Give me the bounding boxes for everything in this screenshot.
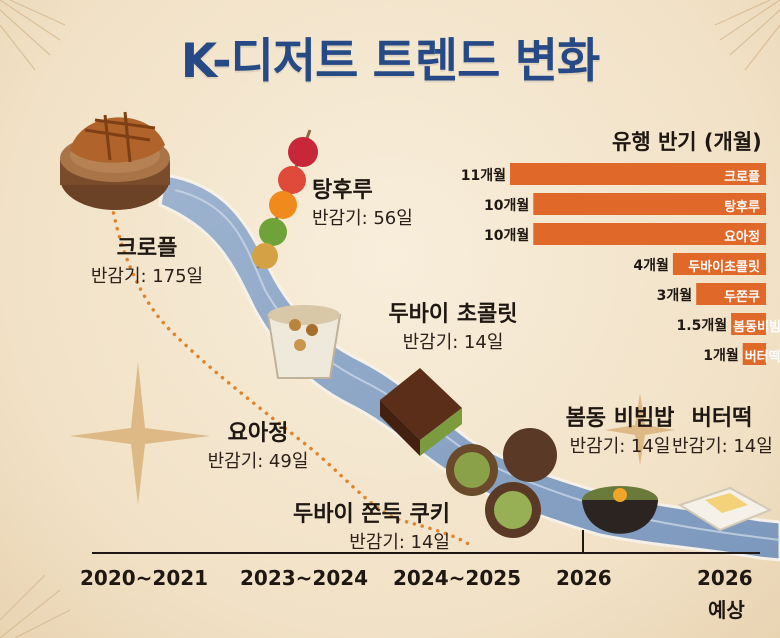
dessert-name: 탕후루 [312,178,373,203]
bar-category-label: 두쫀쿠 [724,290,760,305]
bar-value-label: 10개월 [484,228,530,244]
timeline-label: 2026 [556,566,612,590]
timeline-label: 2023~2024 [240,566,369,590]
half-life-value: 56일 [373,208,413,229]
dessert-name: 요아정 [227,421,289,446]
dessert-label-dubai-cookie: 두바이 쫀득 쿠키 반감기: 14일 [285,496,450,554]
half-life-value: 175일 [152,266,204,287]
bar-7 [742,343,766,365]
sunburst-decoration-bottom-left [0,574,71,638]
bar-category-label: 요아정 [724,230,760,245]
dessert-label-bibimbap: 봄동 비빔밥 반감기: 14일 [560,400,680,458]
sparkle-icon [605,393,675,465]
dessert-name: 버터떡 [691,406,753,431]
timeline-label: 2026 [697,566,753,590]
dubai-chocolate-illustration [380,368,462,456]
bar-category-label: 버터떡 [745,346,780,365]
page-title: K-디저트 트렌드 변화 [180,34,601,89]
sparkle-icon [70,362,210,505]
dessert-name: 봄동 비빔밥 [565,406,675,431]
dessert-label-butter-tteok: 버터떡 반감기: 14일 [672,400,773,458]
half-life-label: 반감기: [207,451,264,472]
bar-6 [731,313,766,335]
bar-1 [510,163,766,185]
half-life-label: 반감기: [90,266,147,287]
half-life-value: 14일 [733,436,773,457]
dessert-name: 크로플 [116,236,178,261]
bar-value-label: 11개월 [460,168,506,184]
sunburst-decoration-top-left [0,0,66,71]
dessert-label-tanghulu: 탕후루 반감기: 56일 [312,172,413,230]
half-life-label: 반감기: [569,436,626,457]
bibimbap-illustration [582,486,658,534]
cookie-illustration [446,428,557,538]
half-life-label: 반감기: [672,436,728,457]
yogurt-illustration [266,305,342,379]
half-life-value: 14일 [410,532,450,553]
trend-dotted-path [110,203,472,547]
bar-value-label: 3개월 [656,288,693,304]
half-life-label: 반감기: [312,208,368,229]
bar-value-label: 10개월 [484,198,530,214]
half-life-label: 반감기: [402,332,459,353]
butter-tteok-illustration [677,486,773,532]
timeline-label: 2020~2021 [80,566,209,590]
dessert-name: 두바이 쫀득 쿠키 [293,502,450,527]
half-life-label: 반감기: [349,532,405,553]
bar-category-label: 탕후루 [724,200,760,215]
bar-value-label: 4개월 [633,258,669,274]
croffle-illustration [60,111,170,210]
sunburst-decoration-top-right [714,0,780,71]
chart-title: 유행 반기 (개월) [612,130,762,154]
dessert-name: 두바이 초콜릿 [388,302,518,327]
bar-value-label: 1.5개월 [676,318,728,334]
dessert-label-yoajeong: 요아정 반감기: 49일 [193,415,323,473]
half-life-value: 14일 [630,436,671,457]
timeline-label: 예상 [708,598,745,622]
half-life-value: 49일 [268,451,309,472]
duration-bar-chart [510,163,766,365]
bar-5 [696,283,766,305]
bar-category-label: 두바이초콜릿 [688,260,760,275]
bar-2 [533,193,766,215]
bar-value-label: 1개월 [703,348,739,364]
tanghulu-illustration [252,129,318,269]
bar-4 [672,253,766,275]
half-life-value: 14일 [463,332,504,353]
timeline-label: 2024~2025 [393,566,522,590]
bar-3 [533,223,766,245]
dessert-label-croffle: 크로플 반감기: 175일 [82,230,212,288]
bar-category-label: 크로플 [724,170,760,185]
dessert-label-dubai-chocolate: 두바이 초콜릿 반감기: 14일 [383,296,523,354]
